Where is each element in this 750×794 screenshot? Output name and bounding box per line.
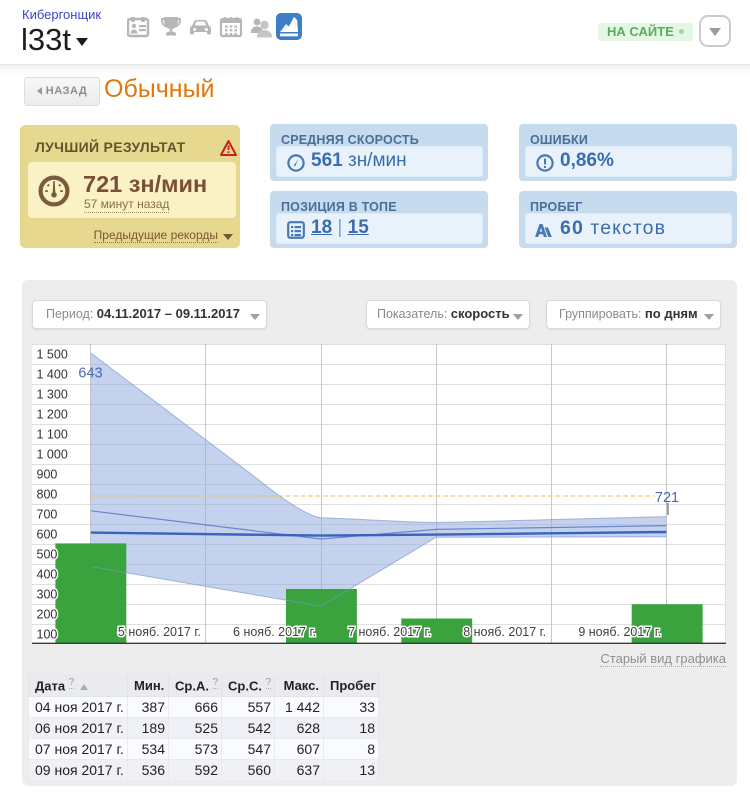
svg-text:600: 600 [37, 528, 58, 542]
svg-text:6 нояб. 2017 г.: 6 нояб. 2017 г. [233, 625, 316, 639]
svg-text:1 000: 1 000 [37, 448, 68, 462]
svg-text:9 нояб. 2017 г.: 9 нояб. 2017 г. [578, 625, 661, 639]
svg-text:7 нояб. 2017 г.: 7 нояб. 2017 г. [348, 625, 431, 639]
svg-text:700: 700 [37, 508, 58, 522]
svg-text:100: 100 [37, 628, 58, 642]
svg-text:900: 900 [37, 468, 58, 482]
svg-text:1 200: 1 200 [37, 408, 68, 422]
svg-text:643: 643 [78, 366, 102, 382]
svg-text:721: 721 [655, 490, 679, 506]
svg-text:1 500: 1 500 [37, 348, 68, 362]
svg-text:800: 800 [37, 488, 58, 502]
svg-text:1 100: 1 100 [37, 428, 68, 442]
svg-text:5 нояб. 2017 г.: 5 нояб. 2017 г. [118, 625, 201, 639]
svg-text:1 300: 1 300 [37, 388, 68, 402]
svg-text:1 400: 1 400 [37, 368, 68, 382]
svg-text:400: 400 [37, 568, 58, 582]
svg-text:200: 200 [37, 608, 58, 622]
svg-text:8 нояб. 2017 г.: 8 нояб. 2017 г. [463, 625, 546, 639]
svg-text:300: 300 [37, 588, 58, 602]
svg-text:500: 500 [37, 548, 58, 562]
